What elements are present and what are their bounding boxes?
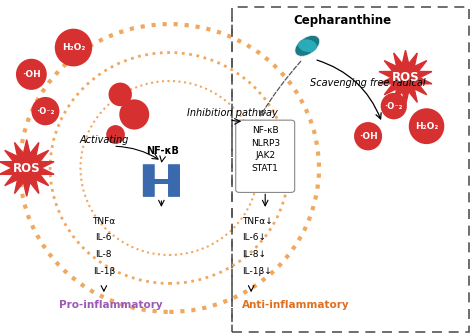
Polygon shape [379,50,432,105]
Text: TNFα: TNFα [92,216,116,225]
Ellipse shape [55,29,92,67]
Text: ·O⁻₂: ·O⁻₂ [36,107,55,116]
FancyBboxPatch shape [236,120,295,193]
Ellipse shape [295,36,319,56]
Text: Inhibition pathway: Inhibition pathway [187,108,278,118]
FancyBboxPatch shape [167,164,181,198]
Text: Cepharanthine: Cepharanthine [293,14,392,27]
Text: ·OH: ·OH [359,132,377,141]
Text: H₂O₂: H₂O₂ [415,122,438,131]
Text: IL-1β: IL-1β [93,267,115,276]
FancyBboxPatch shape [142,164,155,198]
Text: Scavenging free radical: Scavenging free radical [310,78,426,88]
Ellipse shape [298,39,317,52]
Ellipse shape [119,99,149,130]
Text: NF-κB: NF-κB [146,146,179,156]
Text: IL-8↓: IL-8↓ [242,250,266,259]
Ellipse shape [31,97,59,125]
Text: TNFα↓: TNFα↓ [242,216,273,225]
Text: Activating: Activating [79,134,128,144]
Ellipse shape [409,108,444,144]
Ellipse shape [109,83,132,106]
Polygon shape [0,140,54,196]
Text: IL-8: IL-8 [96,250,112,259]
Text: ROS: ROS [13,162,40,174]
Text: NF-κB
NLRP3
JAK2
STAT1: NF-κB NLRP3 JAK2 STAT1 [251,126,280,173]
Text: IL-6↓: IL-6↓ [242,233,266,242]
Ellipse shape [106,125,125,144]
Text: Pro-inflammatory: Pro-inflammatory [59,300,163,310]
Text: ROS: ROS [392,71,419,84]
Text: IL-1β↓: IL-1β↓ [242,267,272,276]
Text: ·O⁻₂: ·O⁻₂ [384,101,403,111]
Text: IL-6: IL-6 [96,233,112,242]
Ellipse shape [16,59,47,90]
Ellipse shape [381,93,407,119]
Text: H₂O₂: H₂O₂ [62,43,85,52]
Ellipse shape [354,122,382,151]
FancyBboxPatch shape [154,179,169,184]
Text: ·OH: ·OH [22,70,41,79]
Text: Anti-inflammatory: Anti-inflammatory [242,300,349,310]
